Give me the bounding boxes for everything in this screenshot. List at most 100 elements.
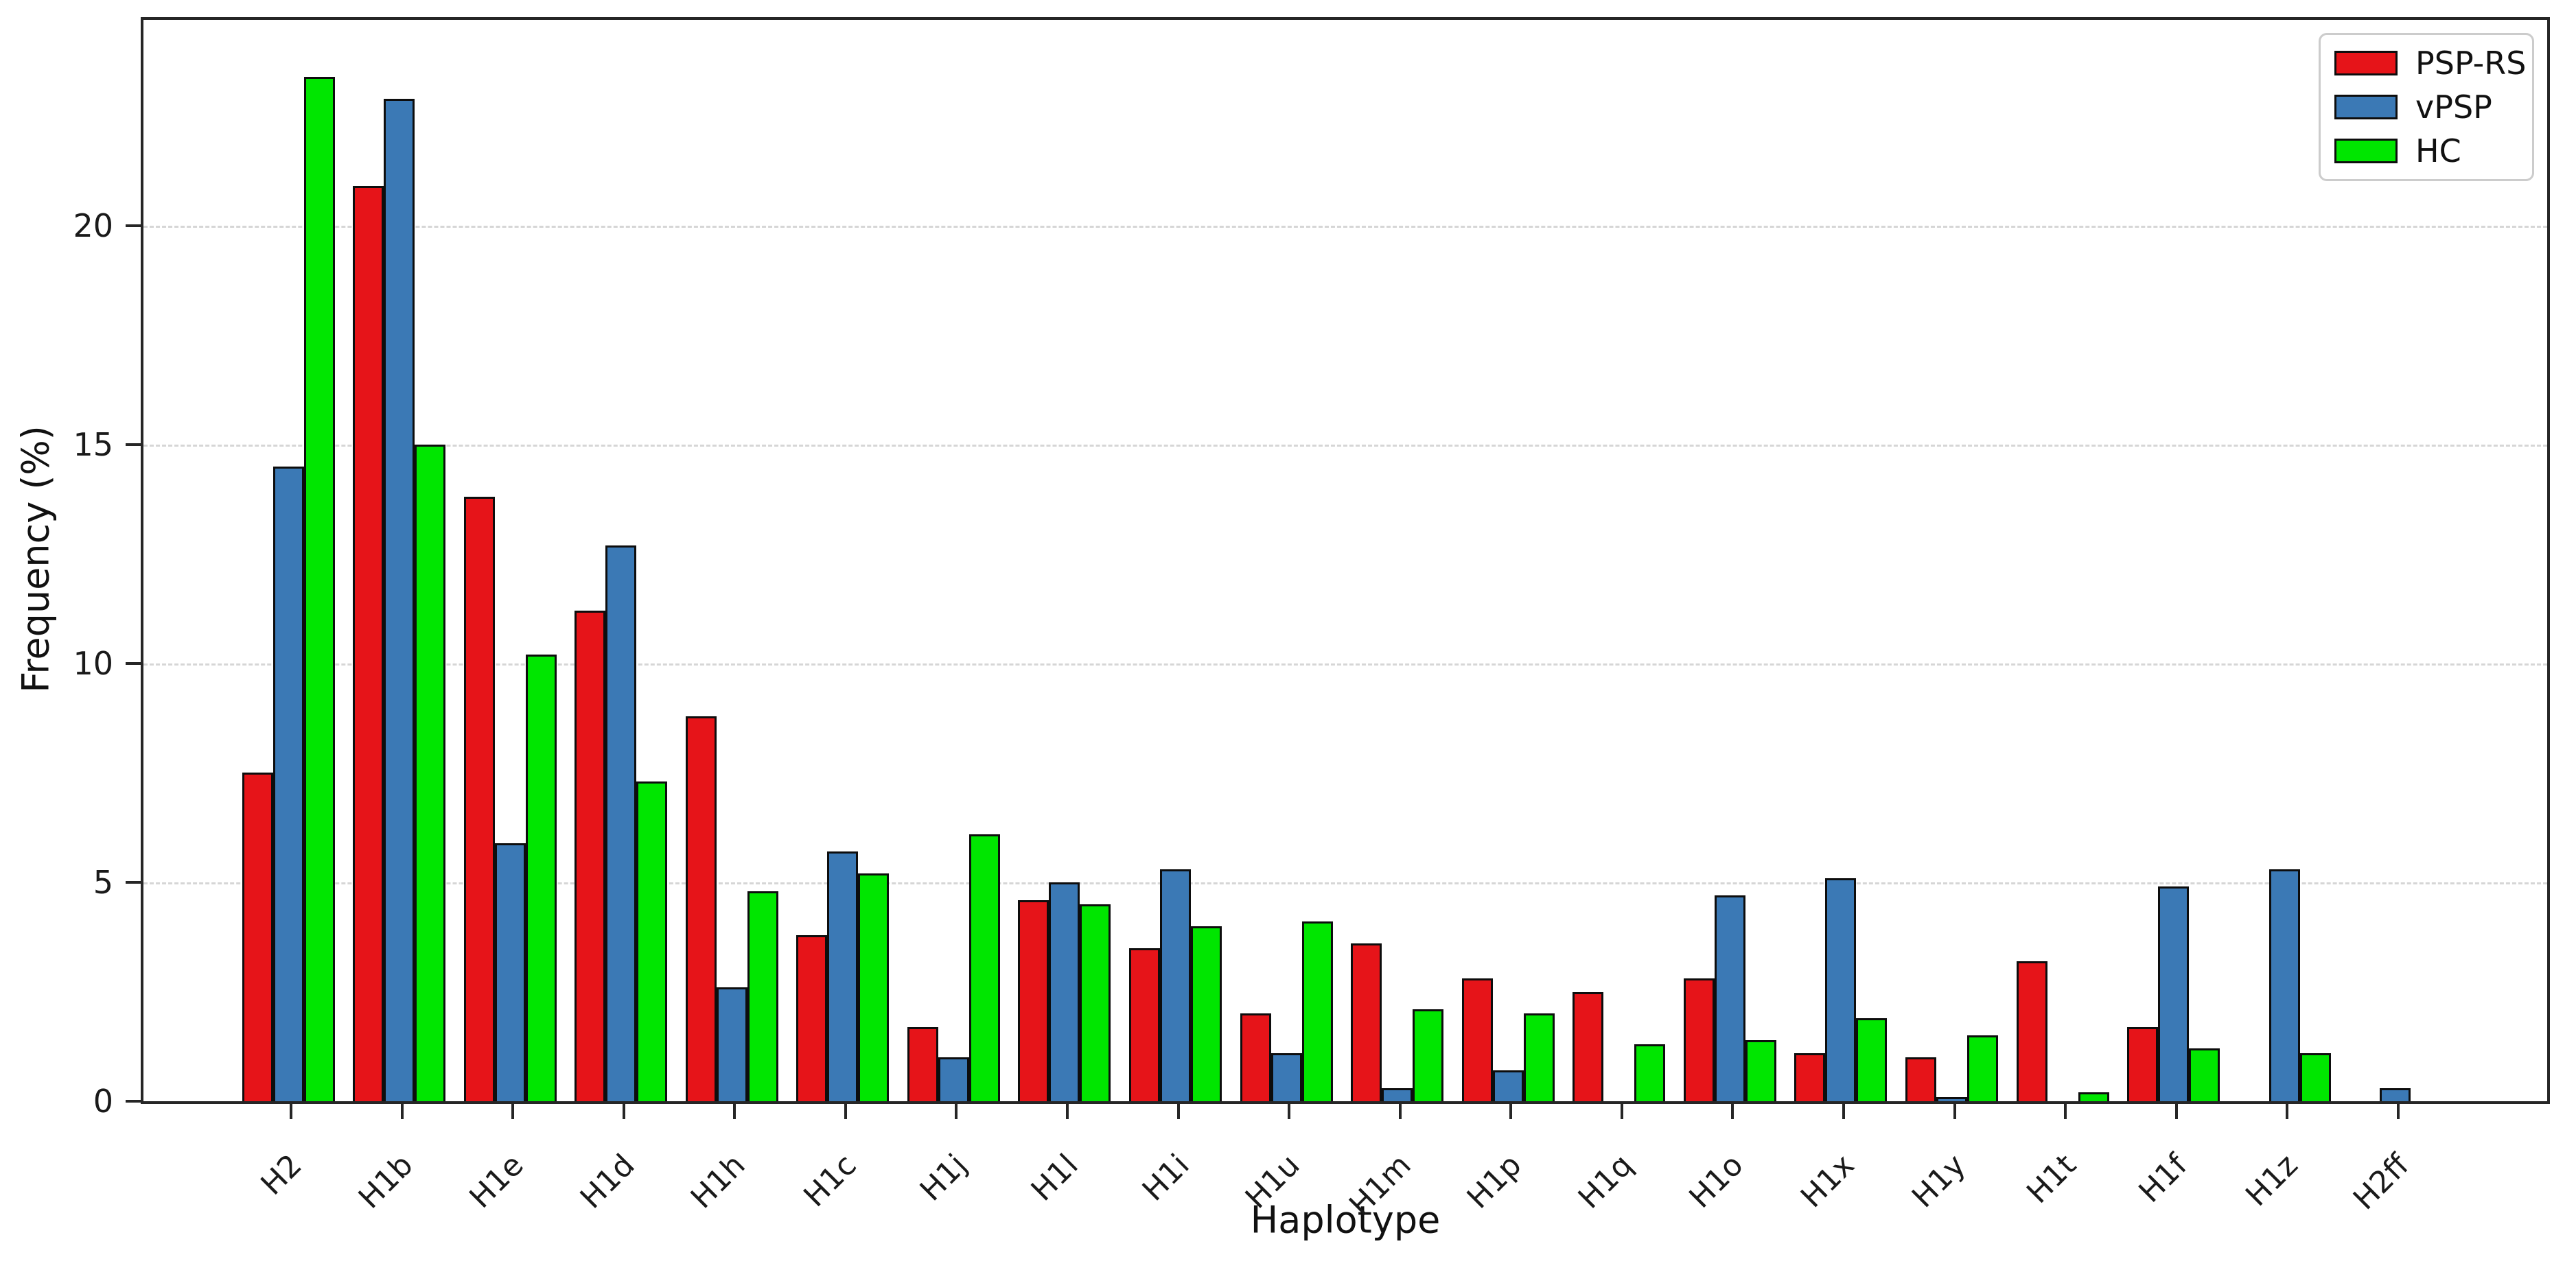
legend-label: vPSP bbox=[2415, 89, 2492, 126]
x-tick bbox=[2286, 1104, 2289, 1119]
bar-hc-h1u bbox=[1301, 921, 1333, 1101]
bar-psp-rs-h1d bbox=[575, 611, 606, 1101]
plot-inner bbox=[143, 20, 2547, 1101]
bar-psp-rs-h1l bbox=[1018, 899, 1049, 1101]
y-tick-label: 10 bbox=[73, 644, 113, 682]
legend-label: HC bbox=[2415, 132, 2461, 169]
bar-hc-h1m bbox=[1413, 1009, 1444, 1101]
bar-hc-h1i bbox=[1191, 926, 1222, 1101]
x-tick bbox=[400, 1104, 404, 1119]
bar-psp-rs-h1x bbox=[1794, 1053, 1826, 1101]
x-tick bbox=[622, 1104, 625, 1119]
bar-hc-h1f bbox=[2189, 1048, 2220, 1101]
legend: PSP-RS vPSP HC bbox=[2319, 33, 2534, 181]
x-tick bbox=[1398, 1104, 1402, 1119]
bar-psp-rs-h1o bbox=[1683, 978, 1715, 1101]
x-tick bbox=[2064, 1104, 2067, 1119]
bar-vpsp-h1z bbox=[2268, 869, 2300, 1101]
legend-swatch-vpsp bbox=[2334, 95, 2398, 119]
x-tick-label-h2: H2 bbox=[254, 1147, 309, 1202]
x-tick bbox=[1176, 1104, 1180, 1119]
y-tick bbox=[126, 224, 141, 227]
x-tick bbox=[1842, 1104, 1845, 1119]
x-tick bbox=[511, 1104, 515, 1119]
x-tick bbox=[1065, 1104, 1069, 1119]
bar-hc-h1j bbox=[968, 834, 1000, 1101]
legend-swatch-hc bbox=[2334, 139, 2398, 163]
bar-psp-rs-h1c bbox=[796, 934, 828, 1101]
bar-vpsp-h1e bbox=[494, 843, 526, 1101]
bar-psp-rs-h1m bbox=[1351, 943, 1382, 1101]
legend-item-psp-rs: PSP-RS bbox=[2334, 47, 2526, 79]
bar-psp-rs-h1b bbox=[353, 186, 384, 1101]
bar-hc-h1p bbox=[1523, 1013, 1555, 1101]
x-tick bbox=[2396, 1104, 2400, 1119]
gridline bbox=[143, 225, 2547, 228]
bar-vpsp-h1x bbox=[1825, 878, 1857, 1101]
bar-vpsp-h1h bbox=[716, 987, 747, 1101]
y-tick bbox=[126, 443, 141, 446]
bar-psp-rs-h1j bbox=[907, 1026, 938, 1101]
bar-vpsp-h1u bbox=[1270, 1053, 1302, 1101]
bar-hc-h1z bbox=[2299, 1053, 2331, 1101]
bar-vpsp-h1d bbox=[605, 545, 637, 1101]
bar-psp-rs-h1t bbox=[2016, 961, 2047, 1101]
bar-vpsp-h1m bbox=[1382, 1087, 1413, 1101]
bar-vpsp-h1p bbox=[1492, 1070, 1524, 1101]
y-tick-label: 20 bbox=[73, 207, 113, 244]
y-tick-label: 15 bbox=[73, 425, 113, 463]
bar-vpsp-h1i bbox=[1160, 869, 1192, 1101]
bar-psp-rs-h1q bbox=[1573, 991, 1604, 1101]
bar-vpsp-h1o bbox=[1714, 895, 1745, 1101]
bar-psp-rs-h1h bbox=[685, 716, 717, 1101]
bar-hc-h2 bbox=[303, 76, 335, 1101]
bar-vpsp-h1b bbox=[384, 98, 415, 1101]
legend-item-hc: HC bbox=[2334, 135, 2518, 167]
bar-psp-rs-h1i bbox=[1129, 948, 1161, 1101]
x-tick bbox=[1620, 1104, 1623, 1119]
bar-vpsp-h1j bbox=[938, 1057, 969, 1101]
x-tick bbox=[733, 1104, 736, 1119]
y-tick-label: 0 bbox=[93, 1083, 113, 1120]
bar-vpsp-h2ff bbox=[2380, 1087, 2411, 1101]
legend-swatch-psp-rs bbox=[2334, 51, 2398, 75]
gridline bbox=[143, 663, 2547, 666]
y-tick bbox=[126, 1100, 141, 1103]
bar-hc-h1l bbox=[1080, 904, 1111, 1101]
bar-hc-h1e bbox=[525, 655, 557, 1101]
y-tick-label: 5 bbox=[93, 863, 113, 901]
bar-hc-h1t bbox=[2078, 1092, 2109, 1101]
legend-label: PSP-RS bbox=[2415, 45, 2527, 82]
bar-hc-h1h bbox=[747, 891, 778, 1101]
x-tick bbox=[844, 1104, 847, 1119]
bar-psp-rs-h1p bbox=[1461, 978, 1493, 1101]
x-tick bbox=[1288, 1104, 1291, 1119]
bar-hc-h1d bbox=[636, 781, 668, 1101]
bar-vpsp-h2 bbox=[272, 466, 304, 1101]
bar-vpsp-h1y bbox=[1936, 1096, 1968, 1101]
y-tick bbox=[126, 661, 141, 665]
bar-hc-h1y bbox=[1967, 1035, 1999, 1101]
bar-psp-rs-h1f bbox=[2127, 1026, 2159, 1101]
bar-hc-h1q bbox=[1634, 1044, 1666, 1101]
y-tick bbox=[126, 880, 141, 884]
bar-vpsp-h1f bbox=[2158, 886, 2190, 1101]
x-tick bbox=[1509, 1104, 1513, 1119]
bar-hc-h1o bbox=[1745, 1039, 1776, 1101]
gridline bbox=[143, 444, 2547, 447]
bar-psp-rs-h1u bbox=[1240, 1013, 1271, 1101]
x-tick bbox=[1953, 1104, 1956, 1119]
x-axis-title: Haplotype bbox=[1250, 1198, 1441, 1242]
bar-psp-rs-h2 bbox=[242, 773, 273, 1101]
bar-vpsp-h1c bbox=[827, 851, 859, 1101]
bar-psp-rs-h1e bbox=[463, 497, 495, 1101]
bar-vpsp-h1l bbox=[1049, 882, 1080, 1101]
x-tick bbox=[2174, 1104, 2178, 1119]
x-tick bbox=[955, 1104, 958, 1119]
gridline bbox=[143, 882, 2547, 884]
bar-hc-h1b bbox=[415, 444, 446, 1101]
bar-hc-h1x bbox=[1856, 1018, 1888, 1101]
plot-area bbox=[141, 17, 2550, 1104]
x-tick bbox=[1731, 1104, 1734, 1119]
